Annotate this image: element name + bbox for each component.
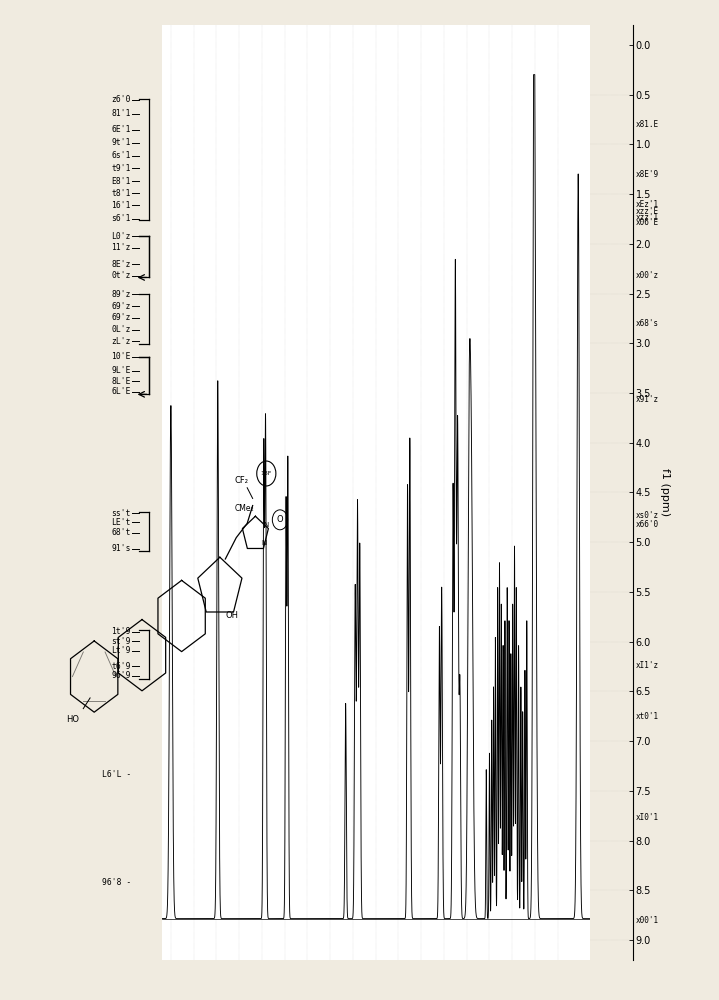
Text: xs0'z: xs0'z	[636, 511, 659, 520]
Text: xt0'1: xt0'1	[636, 712, 659, 721]
Text: x00'1: x00'1	[636, 916, 659, 925]
Text: 9t'1: 9t'1	[111, 138, 131, 147]
Text: ss't: ss't	[111, 509, 131, 518]
Text: 91's: 91's	[111, 544, 131, 553]
Text: HO: HO	[66, 715, 79, 724]
Text: L0'z: L0'z	[111, 232, 131, 241]
Text: t9'1: t9'1	[111, 164, 131, 173]
Text: st'9: st'9	[111, 637, 131, 646]
Text: t8'1: t8'1	[111, 189, 131, 198]
Text: 10'E: 10'E	[111, 352, 131, 361]
Y-axis label: f1 (ppm): f1 (ppm)	[661, 468, 670, 517]
Text: O: O	[277, 515, 283, 524]
Text: x81.E: x81.E	[636, 120, 659, 129]
Text: x00'z: x00'z	[636, 271, 659, 280]
Text: xzz'1: xzz'1	[636, 213, 659, 222]
Text: N: N	[264, 522, 269, 528]
Text: xEz'1: xEz'1	[636, 200, 659, 209]
Text: 96'8 -: 96'8 -	[101, 878, 131, 887]
Text: zL'z: zL'z	[111, 337, 131, 346]
Text: xI0'1: xI0'1	[636, 813, 659, 822]
Text: 81'1: 81'1	[111, 109, 131, 118]
Text: 0t'z: 0t'z	[111, 271, 131, 280]
Text: 89'z: 89'z	[111, 290, 131, 299]
Text: 6s'1: 6s'1	[111, 151, 131, 160]
Text: 8E'z: 8E'z	[111, 260, 131, 269]
Text: 8L'E: 8L'E	[111, 377, 131, 386]
Text: 6E'1: 6E'1	[111, 125, 131, 134]
Text: x06'E: x06'E	[636, 218, 659, 227]
Text: Lt'9: Lt'9	[111, 646, 131, 655]
Text: x8E'9: x8E'9	[636, 170, 659, 179]
Text: xI1'z: xI1'z	[636, 661, 659, 670]
Text: x68's: x68's	[636, 319, 659, 328]
Text: 16'1: 16'1	[111, 201, 131, 210]
Text: OH: OH	[225, 612, 238, 620]
Text: CF₂: CF₂	[234, 476, 249, 485]
Text: 69'z: 69'z	[111, 302, 131, 311]
Text: L6'L -: L6'L -	[101, 770, 131, 779]
Text: N: N	[261, 540, 266, 546]
Text: 96'9: 96'9	[111, 671, 131, 680]
Text: 9L'E: 9L'E	[111, 366, 131, 375]
Text: 1t'9: 1t'9	[111, 627, 131, 636]
Text: 68't: 68't	[111, 528, 131, 537]
Text: E8'1: E8'1	[111, 177, 131, 186]
Text: LE't: LE't	[111, 518, 131, 527]
Text: t6'9: t6'9	[111, 662, 131, 671]
Text: s6'1: s6'1	[111, 214, 131, 223]
Text: z6'0: z6'0	[111, 95, 131, 104]
Text: 6L'E: 6L'E	[111, 387, 131, 396]
Text: 0L'z: 0L'z	[111, 325, 131, 334]
Text: 11'z: 11'z	[111, 243, 131, 252]
Text: CMe₂: CMe₂	[234, 504, 255, 513]
Text: x66'0: x66'0	[636, 520, 659, 529]
Text: 69'z: 69'z	[111, 313, 131, 322]
Text: xzz'E: xzz'E	[636, 207, 659, 216]
Text: x91'z: x91'z	[636, 395, 659, 404]
Text: 18F: 18F	[260, 471, 272, 476]
